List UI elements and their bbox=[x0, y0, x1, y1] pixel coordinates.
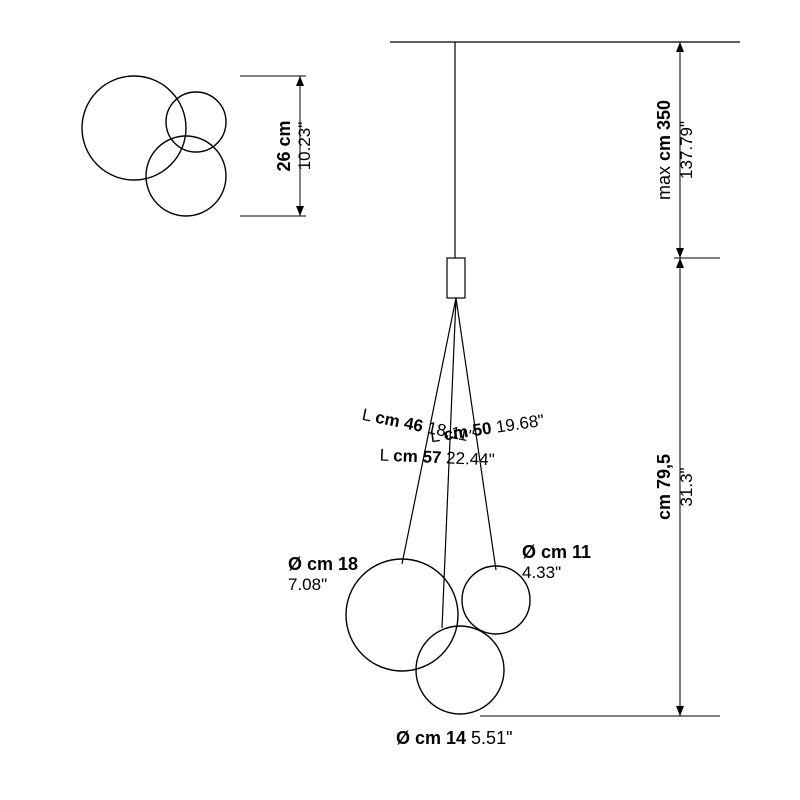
svg-text:26 cm: 26 cm bbox=[274, 120, 294, 171]
svg-text:Ø cm 18: Ø cm 18 bbox=[288, 554, 358, 574]
svg-text:cm 79,5: cm 79,5 bbox=[654, 454, 674, 520]
svg-text:Ø cm 11: Ø cm 11 bbox=[522, 542, 591, 562]
svg-text:Ø cm 14 5.51": Ø cm 14 5.51" bbox=[396, 728, 512, 748]
svg-text:137.79": 137.79" bbox=[677, 121, 696, 179]
technical-drawing: 26 cm10.23"L cm 46 18.11"L cm 57 22.44"L… bbox=[0, 0, 800, 800]
svg-text:L cm 50 19.68": L cm 50 19.68" bbox=[429, 411, 546, 447]
svg-text:7.08": 7.08" bbox=[288, 575, 327, 594]
svg-text:4.33": 4.33" bbox=[522, 563, 561, 582]
svg-text:max cm 350: max cm 350 bbox=[654, 100, 674, 200]
svg-text:10.23": 10.23" bbox=[295, 122, 314, 171]
svg-text:31.3": 31.3" bbox=[677, 467, 696, 506]
